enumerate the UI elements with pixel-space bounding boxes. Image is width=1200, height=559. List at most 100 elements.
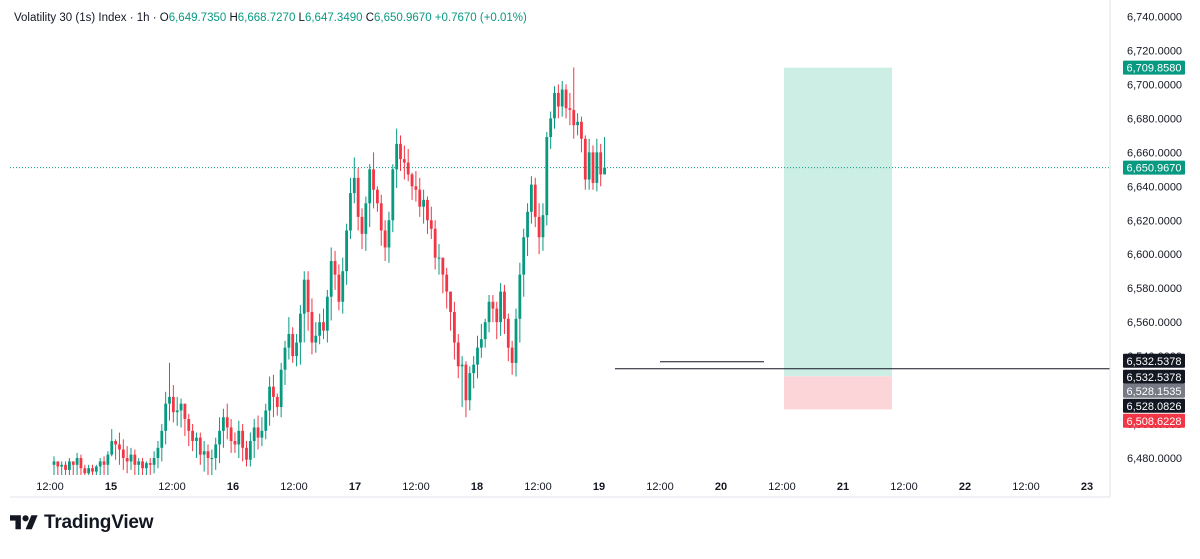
candle (164, 391, 168, 445)
x-tick-label: 16 (227, 481, 239, 493)
price-tag-bg (1123, 369, 1185, 384)
candle (222, 408, 225, 448)
candle (472, 356, 476, 389)
candle-body (364, 203, 368, 234)
candle-body (372, 169, 375, 190)
candle (418, 177, 422, 217)
x-tick-label: 12:00 (36, 481, 64, 493)
candle (433, 220, 437, 270)
candle (168, 362, 171, 421)
candle (64, 461, 67, 475)
candle (576, 113, 579, 136)
x-tick-label: 12:00 (280, 481, 308, 493)
candle (518, 262, 522, 343)
candle (241, 424, 245, 462)
candle-body (210, 458, 214, 460)
candle (406, 148, 410, 182)
candle (495, 301, 499, 340)
candle (476, 335, 479, 379)
candle-body (198, 437, 202, 455)
candle-body (510, 347, 514, 363)
x-tick-label: 12:00 (646, 481, 674, 493)
x-tick-label: 15 (105, 481, 117, 493)
candle (591, 145, 595, 190)
candle-body (345, 230, 348, 272)
candle (503, 284, 506, 335)
x-tick-label: 23 (1081, 481, 1093, 493)
candle-body (564, 89, 568, 109)
candle-body (379, 203, 383, 231)
candle (506, 313, 510, 362)
candle-body (545, 137, 549, 216)
candle-body (368, 169, 372, 204)
candle-body (503, 291, 506, 319)
candle (441, 257, 445, 294)
candle-body (325, 296, 329, 331)
candle-body (418, 189, 422, 207)
candle-body (391, 169, 395, 221)
candle (268, 376, 271, 426)
candle (487, 294, 491, 333)
candle-body (179, 403, 183, 411)
tradingview-brand[interactable]: TradingView (10, 512, 154, 534)
candle-body (580, 121, 583, 139)
candle-body (79, 458, 83, 469)
loss-zone (784, 376, 892, 410)
candle-body (168, 396, 171, 404)
y-tick-label: 6,640.0000 (1127, 181, 1182, 193)
candle-body (479, 339, 483, 348)
x-tick-label: 21 (837, 481, 849, 493)
candle-body (556, 92, 560, 107)
candle-body (233, 441, 237, 445)
candle-body (514, 318, 518, 363)
candle-body (195, 437, 198, 442)
candle-body (245, 447, 248, 460)
price-tag-horizontal-line-1: 6,532.5378 (1123, 353, 1185, 368)
candle-body (464, 364, 468, 401)
price-tag-current: 6,650.9670 (1123, 160, 1185, 175)
candle (302, 271, 306, 343)
x-tick-label: 18 (471, 481, 483, 493)
candle-body (83, 468, 87, 474)
candle-body (229, 427, 233, 442)
candle (295, 334, 298, 367)
candle-body (337, 274, 341, 302)
symbol-title[interactable]: Volatility 30 (1s) Index · 1h · (14, 12, 157, 24)
candle-body (437, 257, 441, 259)
candle (360, 208, 364, 250)
candle-body (433, 228, 437, 258)
candle-body (422, 199, 425, 207)
candle (499, 283, 502, 336)
candle (356, 167, 360, 231)
candle-body (275, 396, 279, 408)
candle-body (237, 430, 241, 445)
y-tick-label: 6,720.0000 (1127, 45, 1182, 57)
candle-body (495, 308, 499, 323)
candle (460, 356, 464, 408)
candle-body (248, 441, 252, 460)
candle-body (333, 261, 337, 275)
candle (483, 318, 487, 348)
candle (214, 437, 218, 470)
candle (79, 454, 83, 475)
candle (387, 211, 391, 263)
candle-body (530, 184, 533, 212)
candle-body (399, 143, 402, 160)
candle-body (214, 444, 218, 459)
candle (399, 135, 402, 172)
candle (52, 456, 56, 475)
price-tag-target: 6,709.8580 (1123, 60, 1185, 75)
close-label: C (365, 12, 375, 24)
price-tag-bg (1123, 383, 1185, 398)
candle (337, 264, 341, 311)
ohlc-legend[interactable]: Volatility 30 (1s) Index · 1h · O6,649.7… (14, 12, 527, 24)
candle (464, 361, 468, 418)
candle-body (526, 211, 529, 238)
candle (279, 362, 283, 418)
candle-body (587, 152, 591, 180)
candle-body (187, 418, 191, 431)
candle-body (68, 461, 71, 470)
candle (556, 84, 560, 119)
